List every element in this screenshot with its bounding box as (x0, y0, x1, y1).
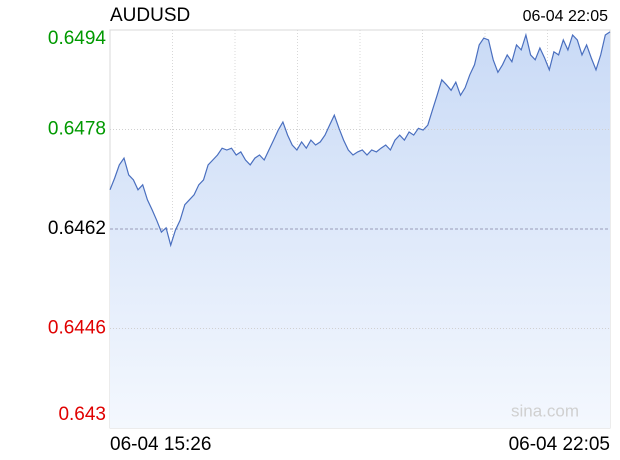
chart-title: AUDUSD (110, 5, 190, 26)
y-tick-label: 0.6446 (48, 318, 106, 339)
y-tick-label: 0.643 (58, 404, 106, 425)
line (109, 31, 611, 248)
y-tick-label: 0.6478 (48, 119, 106, 140)
x-tick-label: 06-04 15:26 (110, 434, 211, 455)
y-tick-label: 0.6462 (48, 218, 106, 239)
y-tick-label: 0.6494 (48, 28, 107, 49)
x-tick-label: 06-04 22:05 (509, 434, 610, 455)
watermark: sina.com (511, 401, 579, 420)
timestamp: 06-04 22:05 (523, 8, 609, 25)
area (110, 31, 610, 429)
